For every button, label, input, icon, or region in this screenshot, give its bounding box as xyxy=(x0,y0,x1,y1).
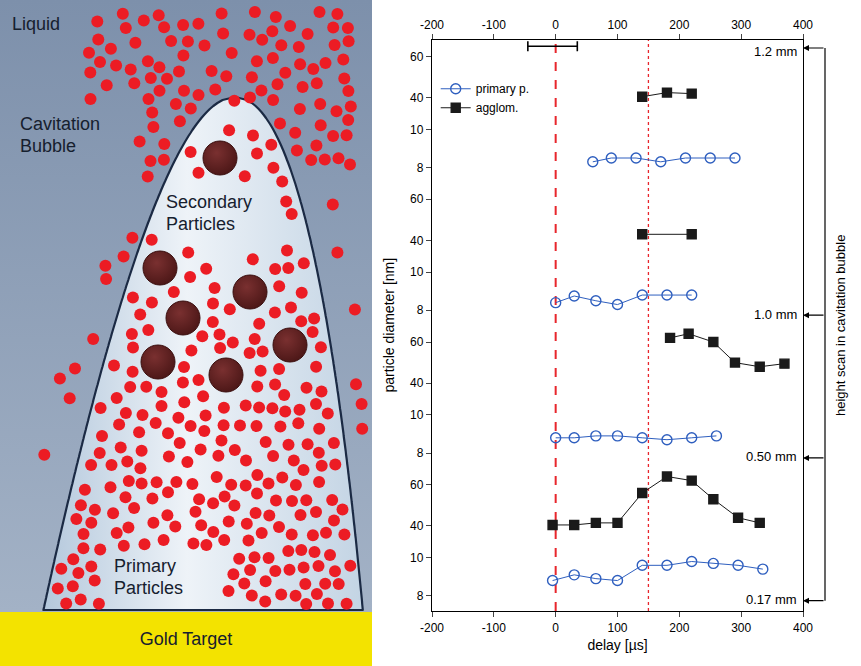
svg-text:40: 40 xyxy=(410,519,424,533)
svg-text:8: 8 xyxy=(417,303,424,317)
svg-text:400: 400 xyxy=(793,18,813,32)
svg-text:PrimaryParticles: PrimaryParticles xyxy=(114,556,183,598)
svg-text:60: 60 xyxy=(410,50,424,64)
svg-text:-100: -100 xyxy=(482,621,506,635)
svg-text:400: 400 xyxy=(793,621,813,635)
svg-text:60: 60 xyxy=(410,192,424,206)
svg-text:particle diameter [nm]: particle diameter [nm] xyxy=(381,258,397,393)
svg-text:Gold Target: Gold Target xyxy=(140,629,233,649)
svg-text:8: 8 xyxy=(417,589,424,603)
svg-text:primary p.: primary p. xyxy=(476,82,529,96)
svg-text:0: 0 xyxy=(552,621,559,635)
svg-text:8: 8 xyxy=(417,161,424,175)
svg-text:10: 10 xyxy=(410,265,424,279)
svg-text:100: 100 xyxy=(607,18,627,32)
svg-text:0.17 mm: 0.17 mm xyxy=(746,592,797,607)
svg-text:-200: -200 xyxy=(420,18,444,32)
svg-text:40: 40 xyxy=(410,376,424,390)
svg-text:1.2 mm: 1.2 mm xyxy=(754,44,797,59)
svg-text:10: 10 xyxy=(410,123,424,137)
svg-text:-100: -100 xyxy=(482,18,506,32)
svg-text:300: 300 xyxy=(731,621,751,635)
svg-text:Liquid: Liquid xyxy=(12,14,60,34)
svg-text:0: 0 xyxy=(552,18,559,32)
svg-text:1.0 mm: 1.0 mm xyxy=(754,307,797,322)
svg-text:agglom.: agglom. xyxy=(476,101,519,115)
svg-text:-200: -200 xyxy=(420,621,444,635)
svg-text:200: 200 xyxy=(669,621,689,635)
svg-text:CavitationBubble: CavitationBubble xyxy=(20,114,100,156)
svg-text:300: 300 xyxy=(731,18,751,32)
svg-text:delay [µs]: delay [µs] xyxy=(587,637,647,653)
svg-text:8: 8 xyxy=(417,446,424,460)
svg-text:40: 40 xyxy=(410,234,424,248)
svg-text:60: 60 xyxy=(410,335,424,349)
svg-text:0.50 mm: 0.50 mm xyxy=(746,449,797,464)
svg-text:height scan in cavitation bubb: height scan in cavitation bubble xyxy=(833,235,848,416)
svg-text:60: 60 xyxy=(410,478,424,492)
svg-text:10: 10 xyxy=(410,408,424,422)
svg-text:40: 40 xyxy=(410,91,424,105)
svg-text:SecondaryParticles: SecondaryParticles xyxy=(166,192,252,234)
svg-text:100: 100 xyxy=(607,621,627,635)
svg-text:10: 10 xyxy=(410,551,424,565)
svg-text:200: 200 xyxy=(669,18,689,32)
